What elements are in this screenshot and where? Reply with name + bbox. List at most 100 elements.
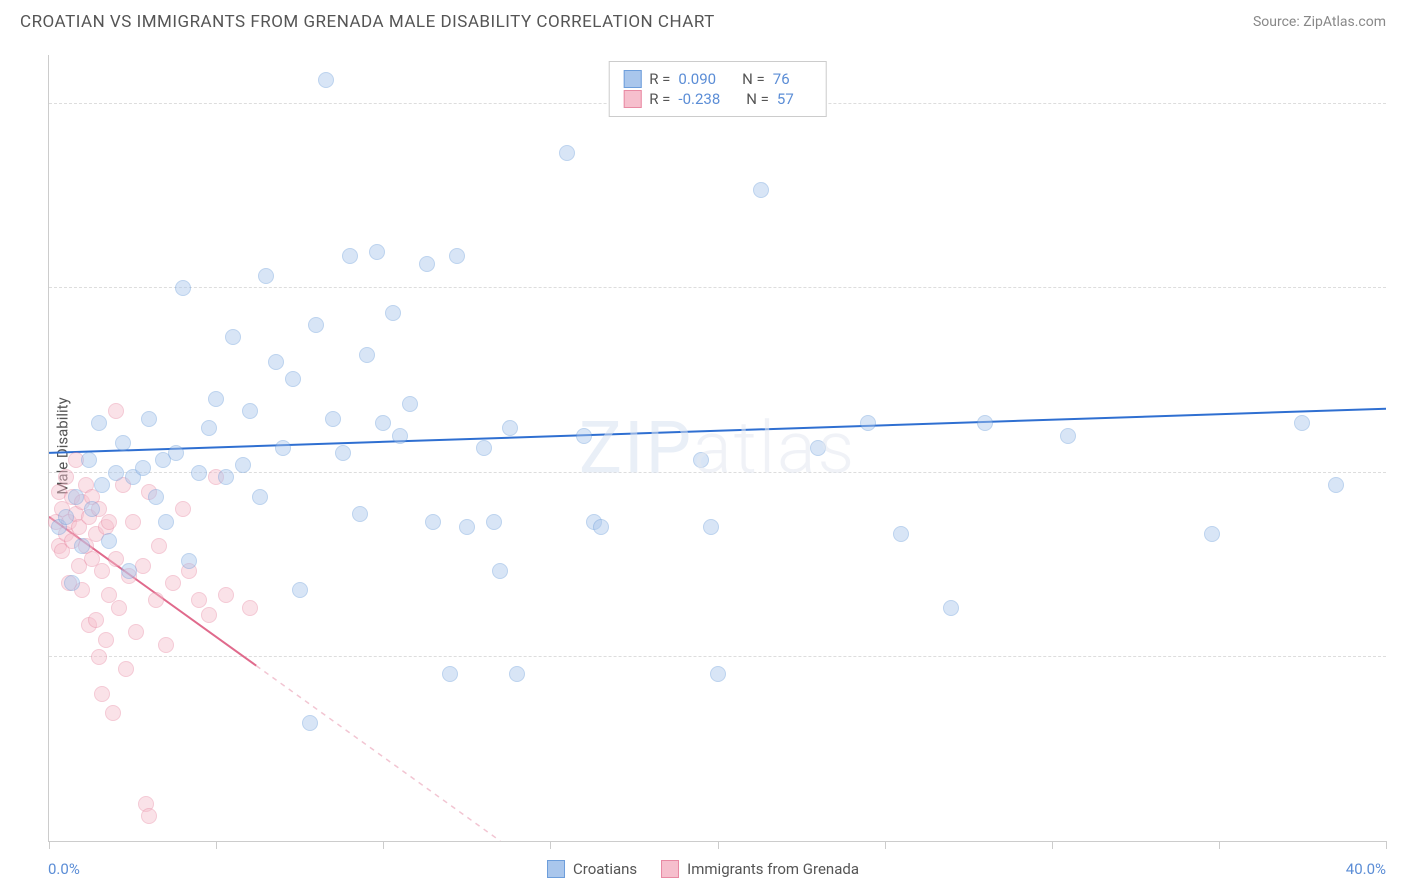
r-value-grenada: -0.238 (678, 90, 720, 108)
gridline (49, 287, 1386, 288)
stats-legend: R = 0.090 N = 76 R = -0.238 N = 57 (608, 61, 827, 117)
swatch-grenada (623, 90, 641, 108)
data-point (335, 445, 351, 461)
data-point (135, 460, 151, 476)
data-point (68, 489, 84, 505)
data-point (486, 514, 502, 530)
data-point (201, 607, 217, 623)
data-point (165, 575, 181, 591)
data-point (258, 268, 274, 284)
data-point (118, 661, 134, 677)
data-point (101, 514, 117, 530)
data-point (158, 514, 174, 530)
data-point (1060, 428, 1076, 444)
data-point (242, 403, 258, 419)
data-point (111, 600, 127, 616)
data-point (121, 563, 137, 579)
chart-area: ZIPatlas 7.5%15.0%22.5%30.0% R = 0.090 N… (48, 55, 1386, 842)
data-point (753, 182, 769, 198)
data-point (710, 666, 726, 682)
legend-label-croatians: Croatians (573, 860, 637, 878)
chart-title: CROATIAN VS IMMIGRANTS FROM GRENADA MALE… (20, 12, 715, 32)
x-tick (1219, 841, 1220, 849)
data-point (1328, 477, 1344, 493)
plot-area: 7.5%15.0%22.5%30.0% (49, 55, 1386, 841)
series-legend: Croatians Immigrants from Grenada (547, 860, 859, 878)
data-point (74, 538, 90, 554)
x-axis-max-label: 40.0% (1346, 860, 1386, 878)
data-point (218, 587, 234, 603)
data-point (1204, 526, 1220, 542)
data-point (91, 415, 107, 431)
data-point (181, 553, 197, 569)
data-point (492, 563, 508, 579)
data-point (342, 248, 358, 264)
data-point (318, 72, 334, 88)
data-point (208, 391, 224, 407)
data-point (459, 519, 475, 535)
x-tick (550, 841, 551, 849)
data-point (94, 686, 110, 702)
x-tick (1052, 841, 1053, 849)
data-point (943, 600, 959, 616)
data-point (593, 519, 609, 535)
data-point (108, 551, 124, 567)
data-point (502, 420, 518, 436)
data-point (101, 533, 117, 549)
data-point (225, 329, 241, 345)
source-text: Source: ZipAtlas.com (1253, 14, 1386, 30)
data-point (449, 248, 465, 264)
data-point (810, 440, 826, 456)
data-point (369, 244, 385, 260)
n-value-croatians: 76 (773, 70, 790, 88)
legend-label-grenada: Immigrants from Grenada (687, 860, 859, 878)
swatch-croatians (623, 70, 641, 88)
r-value-croatians: 0.090 (678, 70, 716, 88)
data-point (88, 612, 104, 628)
data-point (94, 477, 110, 493)
data-point (442, 666, 458, 682)
data-point (860, 415, 876, 431)
data-point (375, 415, 391, 431)
trendlines (49, 55, 1386, 841)
data-point (402, 396, 418, 412)
data-point (385, 305, 401, 321)
data-point (419, 256, 435, 272)
x-tick (383, 841, 384, 849)
data-point (108, 403, 124, 419)
data-point (151, 538, 167, 554)
data-point (168, 445, 184, 461)
swatch-grenada (661, 860, 679, 878)
data-point (141, 808, 157, 824)
gridline (49, 656, 1386, 657)
stats-row-croatians: R = 0.090 N = 76 (623, 70, 812, 88)
data-point (509, 666, 525, 682)
data-point (242, 600, 258, 616)
x-tick (49, 841, 50, 849)
data-point (94, 563, 110, 579)
data-point (308, 317, 324, 333)
x-axis-min-label: 0.0% (48, 860, 80, 878)
data-point (128, 624, 144, 640)
data-point (352, 506, 368, 522)
n-label: N = (746, 90, 769, 108)
data-point (235, 457, 251, 473)
data-point (268, 354, 284, 370)
data-point (84, 501, 100, 517)
data-point (285, 371, 301, 387)
x-tick (216, 841, 217, 849)
data-point (703, 519, 719, 535)
x-tick (718, 841, 719, 849)
x-tick (1386, 841, 1387, 849)
data-point (359, 347, 375, 363)
data-point (125, 514, 141, 530)
r-label: R = (649, 70, 670, 88)
data-point (275, 440, 291, 456)
data-point (158, 637, 174, 653)
data-point (576, 428, 592, 444)
data-point (175, 280, 191, 296)
data-point (108, 465, 124, 481)
stats-row-grenada: R = -0.238 N = 57 (623, 90, 812, 108)
data-point (191, 465, 207, 481)
data-point (58, 469, 74, 485)
